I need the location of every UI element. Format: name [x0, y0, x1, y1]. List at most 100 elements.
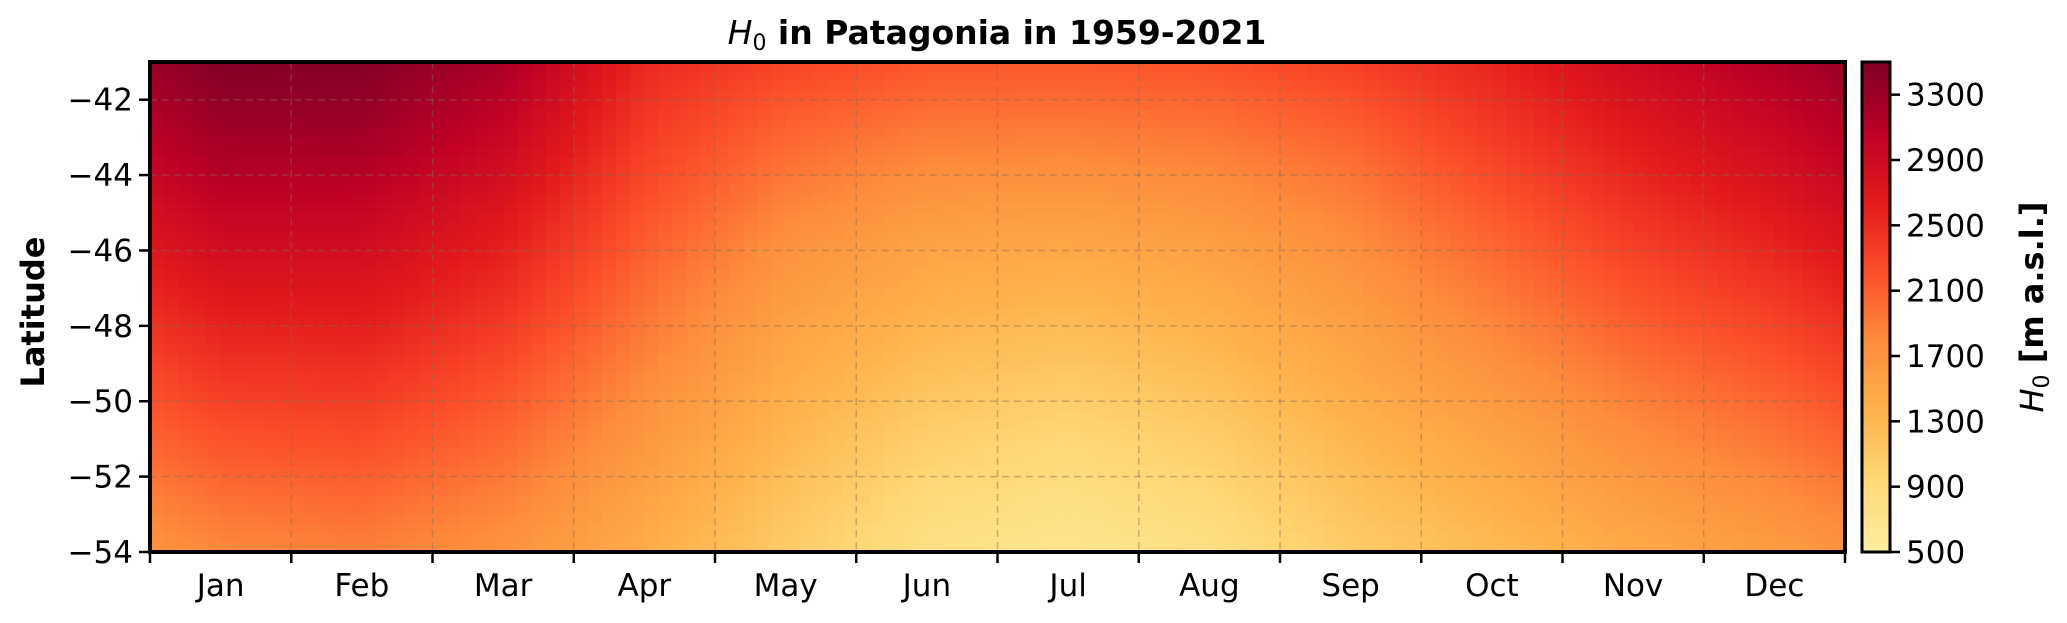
heatmap-cell: [969, 99, 984, 110]
heatmap-cell: [1223, 354, 1239, 365]
heatmap-cell: [446, 269, 462, 280]
heatmap-cell: [1802, 146, 1818, 157]
heatmap-cell: [1675, 62, 1691, 73]
heatmap-cell: [743, 241, 758, 252]
heatmap-cell: [1124, 193, 1140, 204]
heatmap-cell: [1280, 231, 1295, 242]
heatmap-cell: [658, 156, 674, 167]
heatmap-cell: [884, 99, 900, 110]
heatmap-cell: [912, 193, 928, 204]
heatmap-cell: [1816, 241, 1832, 252]
heatmap-cell: [757, 307, 773, 318]
heatmap-cell: [333, 410, 349, 421]
heatmap-cell: [319, 316, 335, 327]
heatmap-cell: [983, 127, 999, 138]
heatmap-cell: [1068, 382, 1083, 393]
heatmap-cell: [1237, 420, 1253, 431]
heatmap-cell: [1167, 165, 1182, 176]
heatmap-cell: [842, 259, 857, 270]
heatmap-cell: [686, 80, 702, 91]
heatmap-cell: [813, 391, 829, 402]
heatmap-cell: [1449, 231, 1465, 242]
heatmap-cell: [503, 109, 518, 120]
heatmap-cell: [912, 184, 928, 195]
heatmap-cell: [474, 193, 490, 204]
heatmap-cell: [1661, 71, 1677, 82]
heatmap-cell: [305, 99, 321, 110]
heatmap-cell: [912, 156, 928, 167]
heatmap-cell: [545, 307, 561, 318]
heatmap-cell: [969, 184, 984, 195]
heatmap-cell: [164, 325, 179, 336]
heatmap-cell: [1675, 222, 1691, 233]
heatmap-cell: [1661, 62, 1677, 73]
heatmap-cell: [460, 269, 476, 280]
heatmap-cell: [616, 269, 631, 280]
heatmap-cell: [630, 269, 645, 280]
heatmap-cell: [1647, 401, 1662, 412]
heatmap-cell: [1449, 203, 1465, 214]
heatmap-cell: [333, 212, 349, 223]
heatmap-cell: [912, 250, 928, 261]
heatmap-cell: [1336, 372, 1352, 383]
heatmap-cell: [997, 316, 1013, 327]
heatmap-cell: [559, 410, 575, 421]
heatmap-cell: [729, 410, 744, 421]
heatmap-cell: [1435, 222, 1451, 233]
heatmap-cell: [319, 429, 335, 440]
heatmap-cell: [150, 269, 165, 280]
heatmap-cell: [404, 316, 419, 327]
heatmap-cell: [1364, 175, 1380, 186]
heatmap-cell: [1717, 127, 1733, 138]
heatmap-cell: [1604, 80, 1620, 91]
heatmap-cell: [1830, 325, 1845, 336]
heatmap-cell: [813, 71, 829, 82]
heatmap-cell: [757, 175, 773, 186]
heatmap-cell: [531, 410, 547, 421]
heatmap-cell: [1223, 391, 1239, 402]
heatmap-cell: [517, 288, 532, 299]
heatmap-cell: [672, 99, 688, 110]
heatmap-cell: [517, 316, 532, 327]
heatmap-cell: [1463, 71, 1479, 82]
heatmap-cell: [263, 382, 278, 393]
heatmap-cell: [630, 175, 645, 186]
heatmap-cell: [983, 372, 999, 383]
heatmap-cell: [1463, 109, 1479, 120]
heatmap-cell: [1082, 62, 1097, 73]
heatmap-cell: [474, 165, 490, 176]
heatmap-cell: [446, 429, 462, 440]
heatmap-cell: [1308, 372, 1323, 383]
heatmap-cell: [983, 241, 999, 252]
heatmap-cell: [1760, 222, 1775, 233]
heatmap-cell: [813, 250, 829, 261]
heatmap-cell: [1393, 259, 1408, 270]
heatmap-cell: [1011, 90, 1027, 101]
heatmap-cell: [912, 278, 928, 289]
heatmap-cell: [729, 99, 744, 110]
heatmap-cell: [997, 137, 1013, 148]
heatmap-cell: [1110, 288, 1126, 299]
heatmap-cell: [1562, 278, 1578, 289]
heatmap-cell: [263, 165, 278, 176]
heatmap-cell: [1449, 165, 1465, 176]
heatmap-cell: [418, 438, 434, 449]
heatmap-cell: [1774, 354, 1790, 365]
heatmap-cell: [1590, 184, 1606, 195]
heatmap-cell: [319, 382, 335, 393]
heatmap-cell: [1308, 90, 1323, 101]
heatmap-cell: [799, 438, 815, 449]
heatmap-cell: [1308, 241, 1323, 252]
heatmap-cell: [418, 241, 434, 252]
heatmap-cell: [1096, 391, 1112, 402]
heatmap-cell: [361, 325, 377, 336]
heatmap-cell: [559, 363, 575, 374]
heatmap-cell: [1732, 344, 1747, 355]
heatmap-cell: [1011, 156, 1027, 167]
heatmap-cell: [1195, 297, 1210, 308]
heatmap-cell: [912, 127, 928, 138]
heatmap-cell: [1477, 316, 1493, 327]
heatmap-cell: [418, 448, 434, 459]
heatmap-cell: [404, 165, 419, 176]
heatmap-cell: [489, 165, 504, 176]
